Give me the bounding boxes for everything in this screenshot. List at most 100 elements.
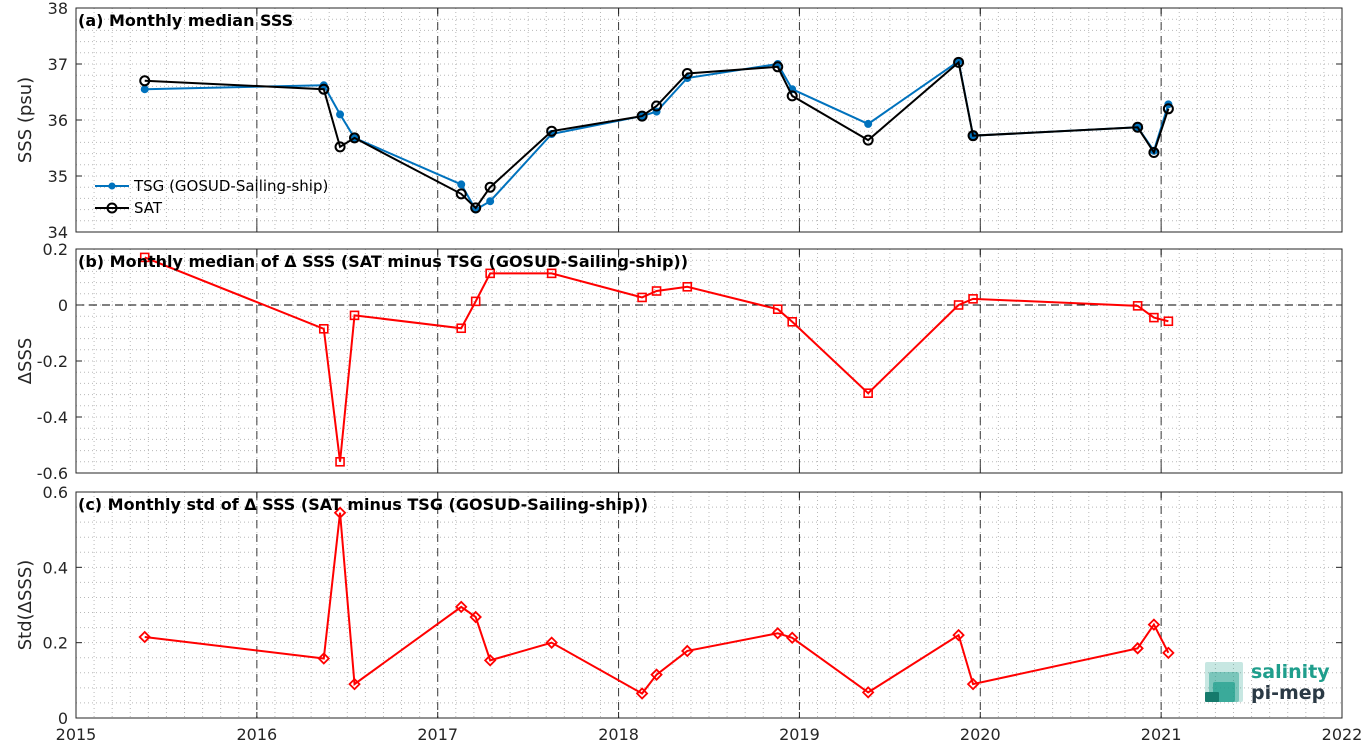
panel-3: 0 0.2 0.4 0.6 2015 2016 2017 2018 2019 2020 2021 20… bbox=[15, 483, 1362, 744]
data-point bbox=[139, 75, 151, 87]
year-lines bbox=[256, 492, 1162, 718]
data-point bbox=[635, 687, 649, 700]
y-tick-label: -0.4 bbox=[37, 408, 68, 427]
data-point bbox=[318, 83, 330, 95]
data-point bbox=[681, 68, 693, 80]
series-line bbox=[144, 60, 1170, 210]
logo: salinity pi-mep bbox=[1205, 661, 1330, 704]
panel-title: (b) Monthly median of Δ SSS (SAT minus T… bbox=[78, 252, 688, 271]
logo-line2: pi-mep bbox=[1251, 682, 1325, 704]
panel-1: 34 35 36 37 38 SSS (psu) (a) Monthly median SS… bbox=[15, 0, 1343, 242]
y-tick-label: 0.2 bbox=[43, 634, 68, 653]
axes-frame bbox=[75, 491, 1343, 719]
series-2 bbox=[139, 56, 1174, 214]
y-axis-label: Std(ΔSSS) bbox=[15, 560, 36, 651]
data-point bbox=[1149, 312, 1159, 323]
data-point bbox=[545, 636, 558, 649]
logo-line1: salinity bbox=[1251, 661, 1330, 683]
data-point bbox=[138, 630, 151, 644]
data-point bbox=[469, 610, 482, 624]
data-point bbox=[953, 56, 965, 68]
data-point bbox=[682, 281, 693, 292]
panel-2: -0.6 -0.4 -0.2 0 0.2 ΔSSS (b) Monthly median o… bbox=[15, 240, 1343, 483]
data-point bbox=[968, 294, 978, 304]
data-point bbox=[771, 626, 784, 640]
y-tick-label: 0.6 bbox=[43, 483, 68, 502]
data-point bbox=[486, 197, 495, 206]
x-tick-label: 2021 bbox=[1141, 725, 1182, 744]
data-point bbox=[336, 110, 345, 119]
y-tick-label: 0.4 bbox=[43, 558, 68, 577]
y-tick-label: 38 bbox=[48, 0, 68, 18]
logo-wave-icon bbox=[1205, 662, 1243, 702]
x-tick-label: 2017 bbox=[417, 725, 458, 744]
y-tick-label: 36 bbox=[48, 111, 68, 130]
minor-grid bbox=[75, 248, 1343, 474]
data-point bbox=[348, 677, 361, 691]
data-point bbox=[334, 141, 346, 153]
data-point bbox=[1147, 618, 1161, 631]
data-point bbox=[952, 628, 965, 642]
data-point bbox=[455, 188, 467, 200]
data-point bbox=[636, 110, 648, 122]
y-tick-label: -0.6 bbox=[37, 464, 68, 483]
data-point bbox=[967, 130, 979, 142]
y-tick-label: 37 bbox=[48, 55, 68, 74]
data-point bbox=[456, 323, 467, 334]
data-point bbox=[457, 180, 466, 189]
data-point bbox=[546, 268, 557, 279]
y-axis-label: SSS (psu) bbox=[15, 77, 36, 163]
x-tick-label: 2020 bbox=[960, 725, 1001, 744]
legend: TSG (GOSUD-Sailing-ship) SAT bbox=[95, 177, 328, 217]
y-tick-label: 34 bbox=[48, 223, 68, 242]
data-point bbox=[651, 100, 663, 112]
y-tick-label: 35 bbox=[48, 167, 68, 186]
panel-title: (c) Monthly std of Δ SSS (SAT minus TSG … bbox=[78, 495, 648, 514]
data-point bbox=[454, 600, 468, 614]
data-point bbox=[1163, 316, 1174, 327]
data-point bbox=[1148, 146, 1160, 158]
data-point bbox=[953, 300, 964, 310]
data-point bbox=[966, 677, 980, 691]
year-lines bbox=[256, 8, 1162, 232]
data-point bbox=[1162, 646, 1175, 660]
data-point bbox=[772, 61, 784, 73]
data-point bbox=[864, 119, 873, 128]
x-tick-label: 2018 bbox=[598, 725, 639, 744]
data-point bbox=[349, 132, 361, 144]
panel-title: (a) Monthly median SSS bbox=[78, 11, 293, 30]
data-point bbox=[862, 134, 874, 146]
x-tick-label: 2016 bbox=[236, 725, 277, 744]
data-point bbox=[772, 304, 783, 315]
y-tick-label: 0 bbox=[58, 709, 68, 728]
series-1 bbox=[138, 506, 1175, 700]
series-line bbox=[144, 256, 1169, 462]
data-point bbox=[470, 202, 482, 214]
data-point bbox=[317, 652, 331, 665]
data-point bbox=[861, 686, 875, 699]
legend-marker bbox=[106, 202, 118, 214]
data-point bbox=[1132, 301, 1143, 311]
legend-label: SAT bbox=[134, 199, 163, 217]
y-tick-label: -0.2 bbox=[37, 352, 68, 371]
data-point bbox=[681, 644, 694, 658]
data-point bbox=[863, 388, 873, 399]
data-point bbox=[785, 631, 799, 645]
data-point bbox=[546, 125, 558, 137]
data-point bbox=[637, 292, 647, 303]
legend-marker bbox=[108, 182, 116, 190]
series-1 bbox=[139, 252, 1174, 467]
year-lines bbox=[256, 249, 1162, 473]
data-point bbox=[786, 90, 798, 102]
data-point bbox=[335, 456, 345, 467]
data-point bbox=[349, 310, 360, 321]
legend-label: TSG (GOSUD-Sailing-ship) bbox=[133, 177, 328, 195]
data-point bbox=[139, 252, 150, 263]
x-tick-label: 2022 bbox=[1322, 725, 1363, 744]
y-tick-label: 0 bbox=[58, 296, 68, 315]
data-point bbox=[318, 323, 329, 334]
data-point bbox=[1132, 121, 1144, 133]
panels: 34 35 36 37 38 SSS (psu) (a) Monthly median SS… bbox=[15, 0, 1362, 744]
y-tick-label: 0.2 bbox=[43, 240, 68, 259]
